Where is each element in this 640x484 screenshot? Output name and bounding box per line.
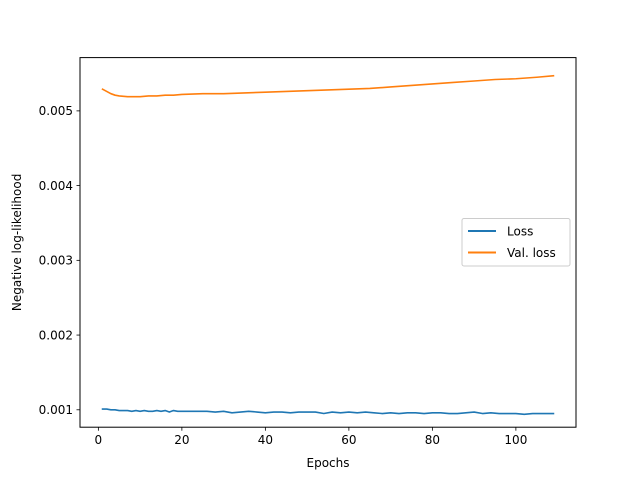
legend: Loss Val. loss bbox=[461, 218, 571, 267]
y-axis-label: Negative log-likelihood bbox=[10, 174, 24, 311]
series-line-val-loss bbox=[101, 74, 555, 98]
y-tick-label: 0.003 bbox=[39, 254, 73, 268]
y-tick-label: 0.002 bbox=[39, 328, 73, 342]
series-line-loss bbox=[101, 408, 555, 416]
x-tick-label: 100 bbox=[504, 433, 527, 447]
x-tick-label: 40 bbox=[258, 433, 273, 447]
x-tick-label: 60 bbox=[341, 433, 356, 447]
x-axis-ticks: 0 20 40 60 80 100 bbox=[95, 427, 527, 447]
y-axis-ticks: 0.001 0.002 0.003 0.004 0.005 bbox=[39, 104, 80, 417]
y-tick-label: 0.001 bbox=[39, 403, 73, 417]
y-tick-label: 0.005 bbox=[39, 104, 73, 118]
x-axis-label: Epochs bbox=[307, 456, 350, 470]
legend-label-val-loss: Val. loss bbox=[507, 246, 556, 260]
x-tick-label: 0 bbox=[95, 433, 103, 447]
x-tick-label: 20 bbox=[174, 433, 189, 447]
x-tick-label: 80 bbox=[425, 433, 440, 447]
axes-frame bbox=[79, 57, 577, 428]
legend-label-loss: Loss bbox=[507, 225, 533, 239]
series-layer bbox=[101, 74, 555, 416]
y-tick-label: 0.004 bbox=[39, 179, 73, 193]
